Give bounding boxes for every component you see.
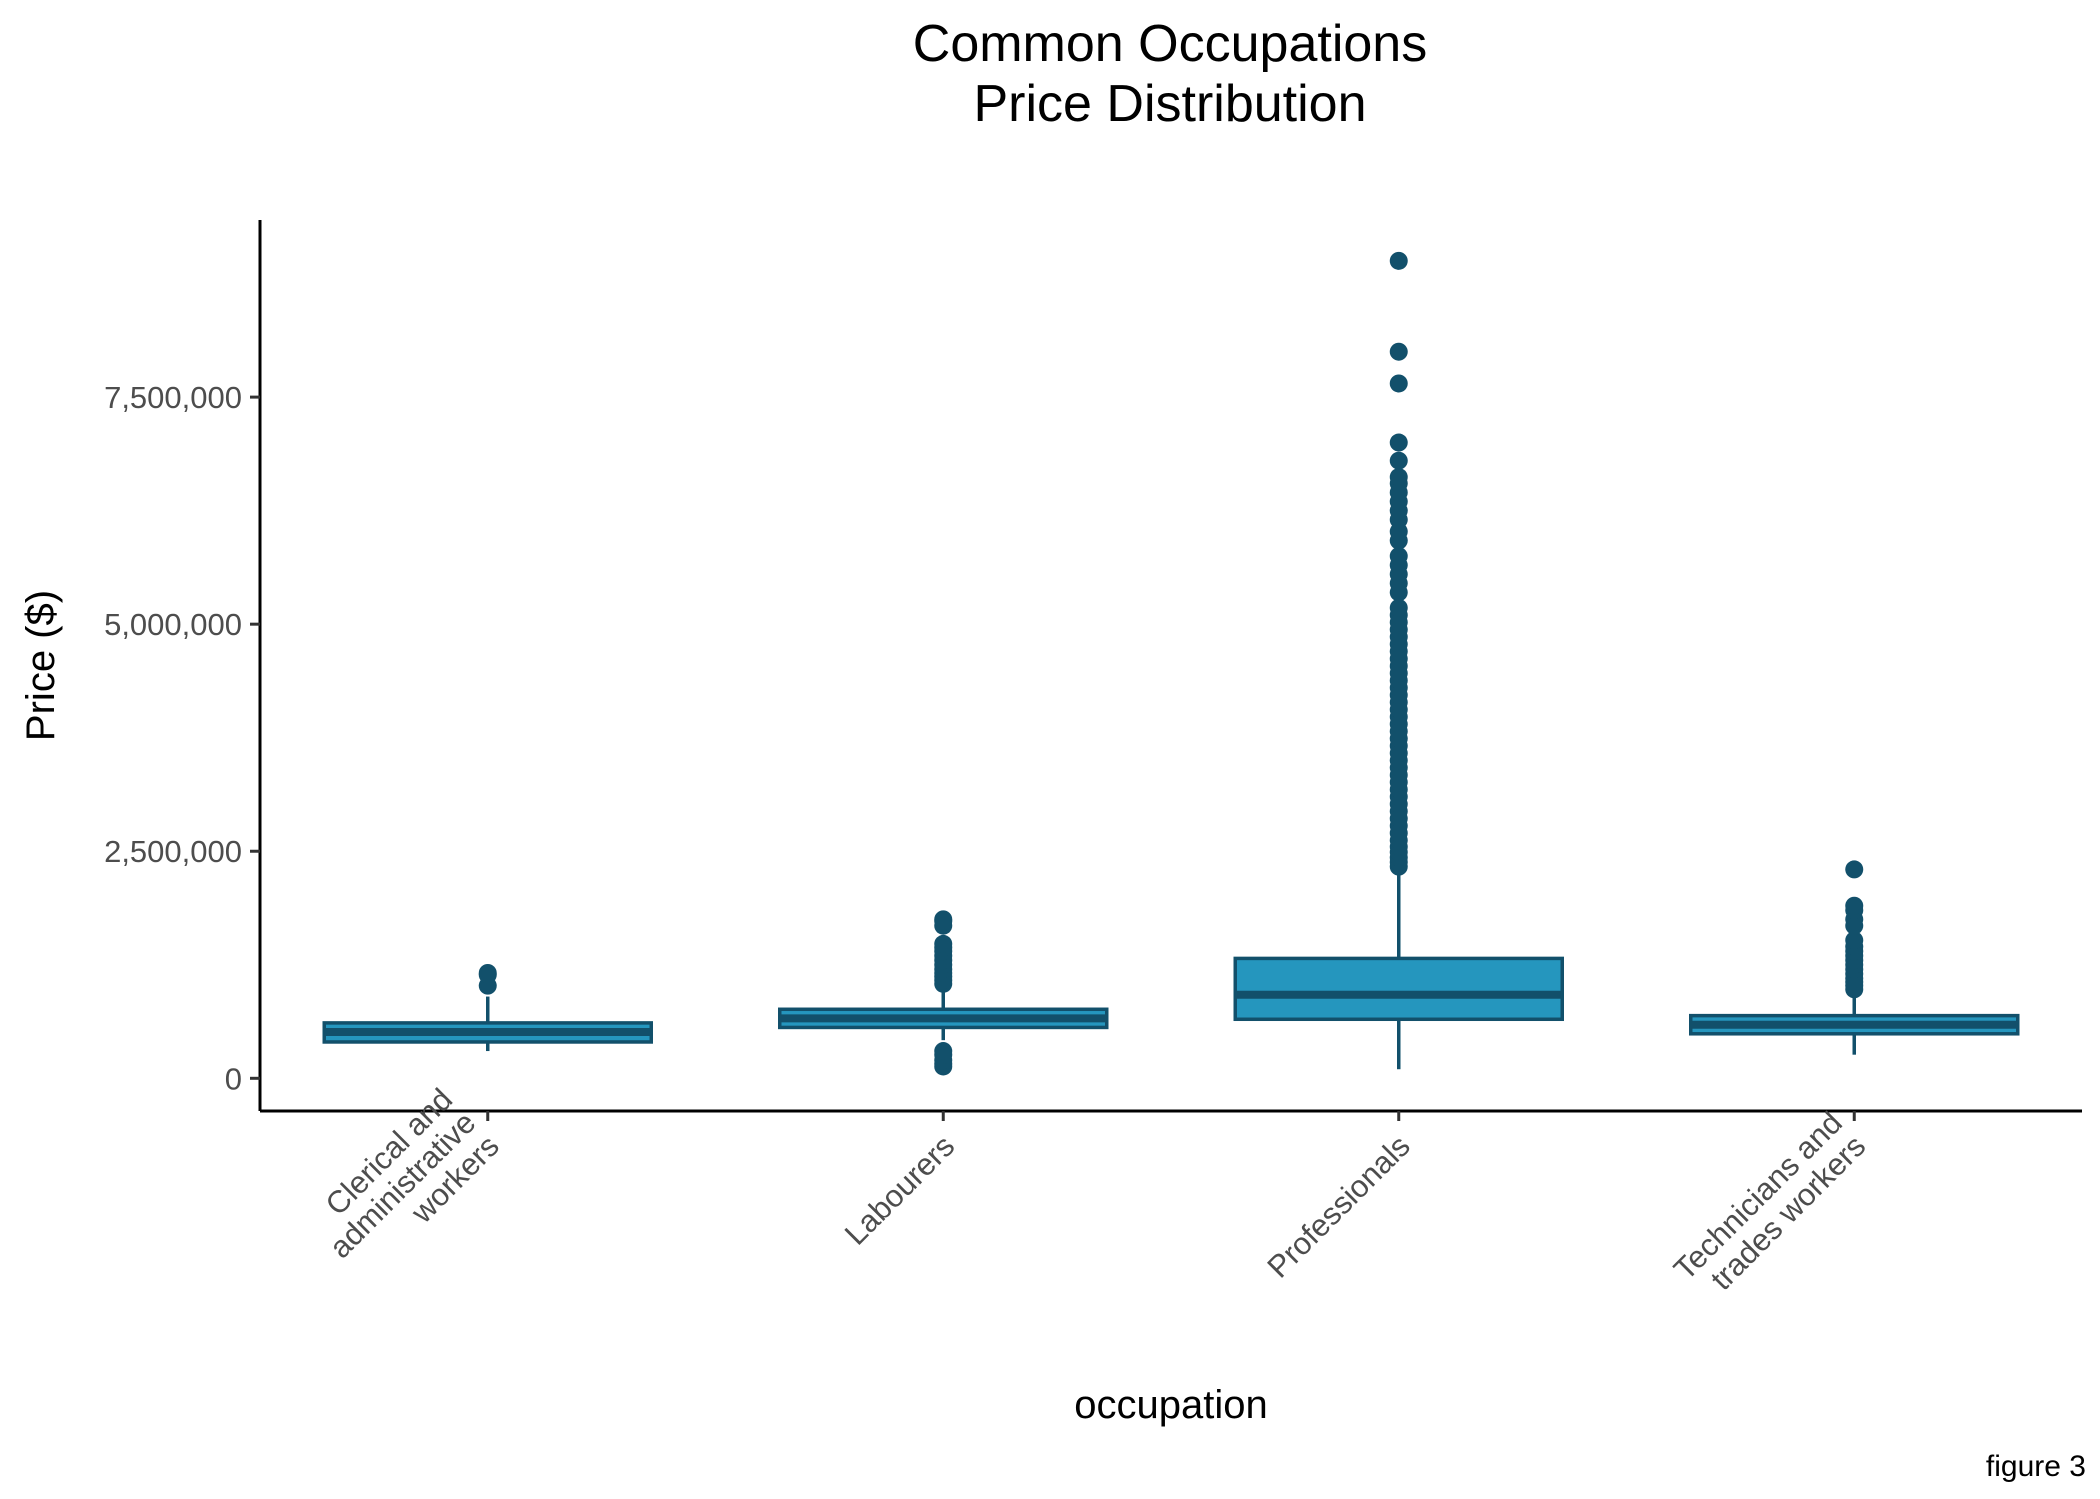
x-tick-label: Professionals <box>1260 1128 1416 1284</box>
x-tick-label: Labourers <box>838 1128 961 1251</box>
y-tick-label: 0 <box>225 1061 242 1096</box>
outlier-point <box>1389 468 1408 487</box>
box-group <box>1233 251 1564 1070</box>
outlier-point <box>1845 896 1864 915</box>
x-tick-label-line: Professionals <box>1260 1128 1416 1284</box>
y-tick-label: 2,500,000 <box>104 834 242 869</box>
x-tick-label: Technicians andtrades workers <box>1667 1105 1872 1310</box>
y-tick-label: 7,500,000 <box>104 380 242 415</box>
outlier-point <box>1389 342 1408 361</box>
outlier-point <box>1389 598 1408 617</box>
outlier-point <box>1389 251 1408 270</box>
x-tick-label-line: Labourers <box>838 1128 961 1251</box>
outlier-point <box>1389 547 1408 566</box>
outlier-point <box>478 963 497 982</box>
box-group <box>778 910 1109 1076</box>
y-axis-title: Price ($) <box>19 590 63 741</box>
outlier-point <box>934 910 953 929</box>
x-tick-label: Clerical andadministrativeworkers <box>299 1082 506 1289</box>
box-group <box>322 963 653 1052</box>
iqr-box <box>1233 956 1564 1022</box>
outlier-point <box>934 934 953 953</box>
outlier-point <box>1389 451 1408 470</box>
chart-title-line-2: Price Distribution <box>973 75 1367 133</box>
outlier-point <box>1389 433 1408 452</box>
chart-title-line-1: Common Occupations <box>912 15 1428 73</box>
outlier-point <box>934 1042 953 1061</box>
outlier-point <box>1845 860 1864 879</box>
outlier-point <box>1845 931 1864 950</box>
box-group <box>1689 860 2020 1055</box>
y-tick-label: 5,000,000 <box>104 607 242 642</box>
figure-caption: figure 3 <box>1985 1450 2086 1483</box>
outlier-point <box>1389 374 1408 393</box>
x-axis-title: occupation <box>1074 1383 1267 1427</box>
